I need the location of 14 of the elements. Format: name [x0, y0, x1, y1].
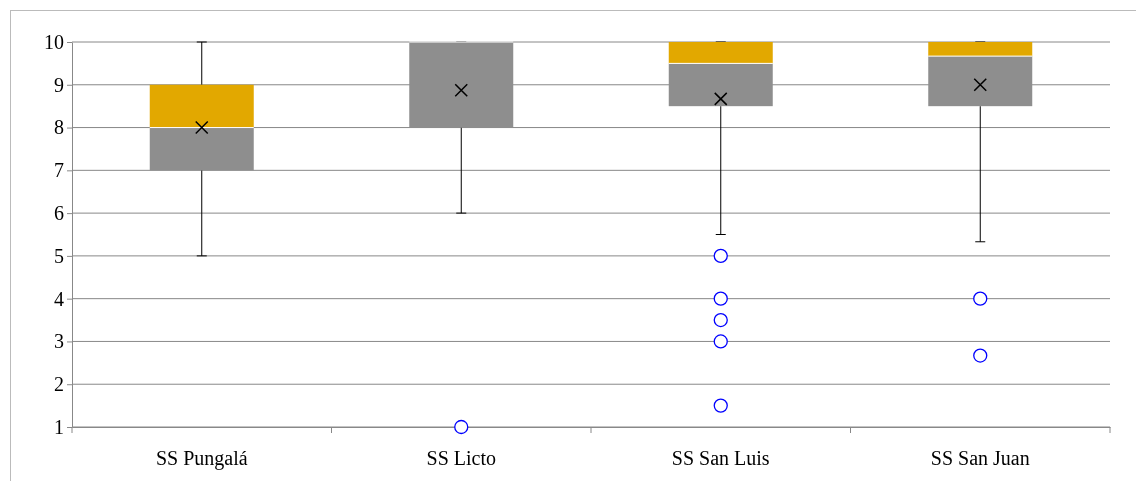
- y-tick-label: 10: [44, 30, 64, 53]
- y-tick-label: 8: [54, 116, 64, 139]
- y-tick-label: 3: [54, 330, 64, 353]
- y-tick-label: 1: [54, 415, 64, 438]
- x-tick-label: SS San Luis: [671, 447, 770, 470]
- x-tick-label: SS San Juan: [930, 447, 1030, 470]
- y-tick-label: 6: [54, 202, 64, 225]
- y-tick-label: 7: [54, 159, 64, 182]
- y-tick-label: 9: [54, 73, 64, 96]
- y-tick-label: 2: [54, 373, 64, 396]
- x-tick-label: SS Licto: [426, 447, 496, 470]
- y-tick-label: 5: [54, 244, 64, 267]
- y-tick-label: 4: [54, 287, 64, 310]
- x-tick-label: SS Pungalá: [155, 447, 248, 471]
